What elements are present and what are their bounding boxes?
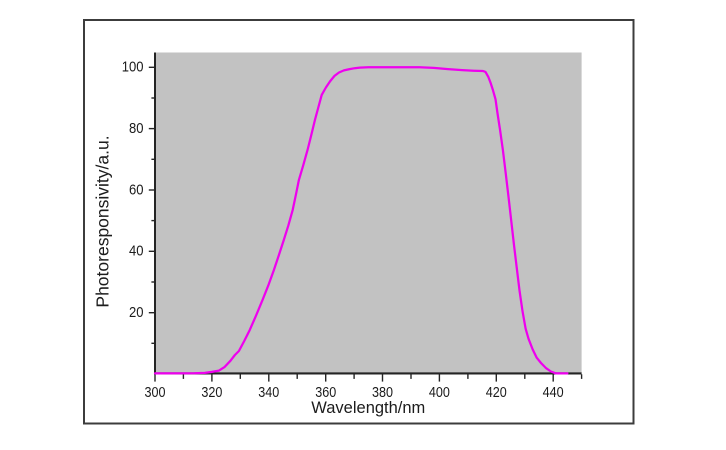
svg-text:400: 400 (429, 383, 450, 400)
svg-text:20: 20 (129, 303, 144, 320)
svg-text:40: 40 (129, 242, 144, 259)
svg-text:80: 80 (129, 119, 144, 136)
svg-text:440: 440 (543, 383, 564, 400)
svg-text:360: 360 (315, 383, 336, 400)
svg-text:380: 380 (372, 383, 393, 400)
svg-text:340: 340 (258, 383, 279, 400)
svg-text:60: 60 (129, 180, 144, 197)
svg-text:420: 420 (486, 383, 507, 400)
svg-text:320: 320 (201, 383, 222, 400)
svg-text:100: 100 (122, 58, 144, 75)
svg-text:300: 300 (144, 383, 165, 400)
svg-text:Wavelength/nm: Wavelength/nm (311, 399, 425, 417)
svg-text:Photoresponsivity/a.u.: Photoresponsivity/a.u. (93, 135, 113, 307)
